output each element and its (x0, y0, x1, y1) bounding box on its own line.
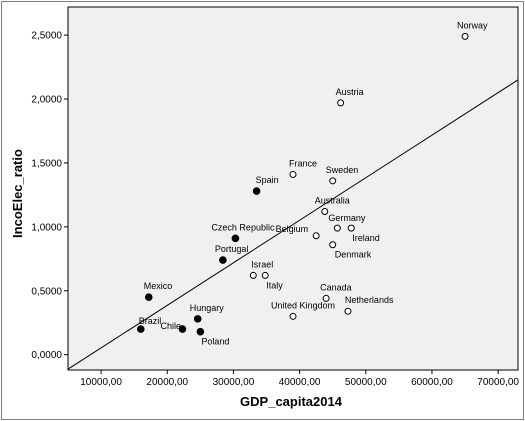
x-tick-label: 50000,00 (345, 377, 387, 388)
x-tick-label: 10000,00 (80, 377, 122, 388)
point-label: Canada (320, 282, 352, 292)
x-tick-label: 30000,00 (213, 377, 255, 388)
data-point (289, 170, 297, 178)
point-label: France (289, 158, 317, 168)
x-tick-label: 60000,00 (411, 377, 453, 388)
point-label: Spain (256, 175, 279, 185)
data-point (333, 224, 341, 232)
y-tick-label: 2,5000 (31, 31, 62, 42)
x-tick-label: 70000,00 (477, 377, 519, 388)
y-tick-label: 1,5000 (31, 158, 62, 169)
point-label: United Kingdom (271, 300, 335, 310)
point-label: Denmark (335, 250, 372, 260)
data-point (231, 234, 240, 243)
point-label: Netherlands (345, 295, 394, 305)
data-point (329, 177, 337, 185)
point-label: Hungary (190, 303, 225, 313)
data-point (289, 312, 297, 320)
data-point (261, 271, 269, 279)
data-point (461, 32, 469, 40)
point-label: Belgium (276, 224, 309, 234)
point-label: Poland (201, 337, 229, 347)
data-point (344, 307, 352, 315)
point-label: Australia (315, 196, 350, 206)
point-label: Norway (457, 20, 488, 30)
point-label: Ireland (352, 233, 380, 243)
point-label: Germany (328, 213, 366, 223)
y-tick-label: 2,0000 (31, 95, 62, 106)
point-labels: Norway Austria France Sweden Spain Australia G… (139, 20, 488, 346)
x-tick-label: 40000,00 (279, 377, 321, 388)
data-point (144, 293, 153, 301)
data-point (196, 327, 205, 336)
data-points (136, 32, 469, 336)
fit-line-layer (68, 79, 518, 370)
y-axis-title: IncoElec_ratio (10, 149, 25, 238)
point-label: Chile (160, 321, 181, 331)
point-label: Sweden (326, 165, 359, 175)
point-label: Austria (336, 87, 364, 97)
data-point (219, 256, 227, 264)
point-label: Mexico (144, 281, 173, 291)
y-tick-label: 0,5000 (31, 286, 62, 297)
point-label: Brazil (139, 316, 162, 326)
data-point (322, 294, 330, 302)
plot-area (67, 6, 519, 371)
data-point (337, 99, 345, 107)
point-label: Portugal (215, 244, 249, 254)
data-point (347, 224, 355, 232)
data-point (321, 208, 329, 216)
point-label: Czech Republic (211, 222, 275, 232)
y-tick-label: 1,0000 (31, 222, 62, 233)
data-point (178, 325, 187, 333)
data-point (252, 187, 261, 195)
x-tick-label: 20000,00 (146, 377, 188, 388)
point-label: Italy (266, 280, 283, 290)
data-point (312, 232, 320, 240)
data-point (329, 241, 337, 249)
data-point (249, 271, 257, 279)
y-tick-label: 0,0000 (31, 350, 62, 361)
point-label: Israel (251, 259, 273, 269)
data-point (136, 325, 145, 333)
x-axis-title: GDP_capita2014 (240, 394, 343, 409)
fit-line (68, 79, 518, 370)
data-point (193, 315, 202, 323)
axis-ticks: 10000,00 20000,00 30000,00 40000,00 50000,00… (31, 31, 519, 388)
